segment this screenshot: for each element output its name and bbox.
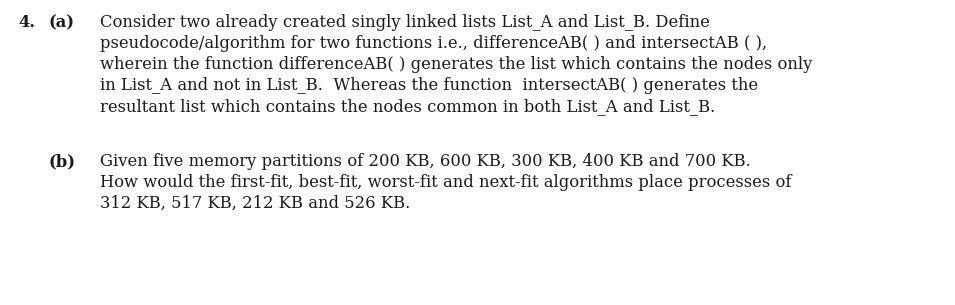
Text: (a): (a)	[48, 14, 74, 31]
Text: resultant list which contains the nodes common in both List_A and List_B.: resultant list which contains the nodes …	[100, 98, 715, 115]
Text: Consider two already created singly linked lists List_A and List_B. Define: Consider two already created singly link…	[100, 14, 710, 31]
Text: (b): (b)	[48, 153, 75, 170]
Text: Given five memory partitions of 200 KB, 600 KB, 300 KB, 400 KB and 700 KB.: Given five memory partitions of 200 KB, …	[100, 153, 751, 170]
Text: 4.: 4.	[18, 14, 35, 31]
Text: 312 KB, 517 KB, 212 KB and 526 KB.: 312 KB, 517 KB, 212 KB and 526 KB.	[100, 195, 411, 212]
Text: wherein the function differenceAB( ) generates the list which contains the nodes: wherein the function differenceAB( ) gen…	[100, 56, 813, 73]
Text: How would the first-fit, best-fit, worst-fit and next-fit algorithms place proce: How would the first-fit, best-fit, worst…	[100, 174, 792, 191]
Text: pseudocode/algorithm for two functions i.e., differenceAB( ) and intersectAB ( ): pseudocode/algorithm for two functions i…	[100, 35, 767, 52]
Text: in List_A and not in List_B.  Whereas the function  intersectAB( ) generates the: in List_A and not in List_B. Whereas the…	[100, 77, 758, 94]
